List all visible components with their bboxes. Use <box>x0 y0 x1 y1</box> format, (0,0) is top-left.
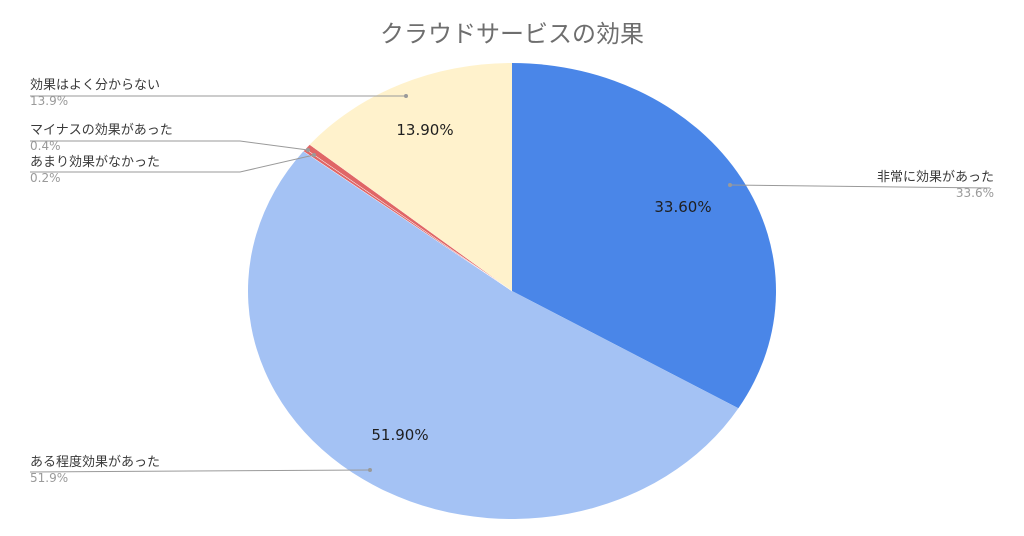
leader-dot-3 <box>312 153 316 157</box>
leader-line-3 <box>30 154 315 173</box>
chart-title: クラウドサービスの効果 <box>380 20 644 48</box>
pie-slice-1 <box>512 63 777 409</box>
callout-label-1: 非常に効果があった <box>877 170 994 185</box>
leader-line-1 <box>729 184 991 189</box>
callout-value-2: 51.9% <box>30 471 68 485</box>
callout-label-3: あまり効果がなかった <box>30 155 160 170</box>
callout-value-3: 0.2% <box>30 171 61 185</box>
leader-dot-1 <box>728 183 732 187</box>
leader-dot-4 <box>306 148 310 152</box>
slice-value-label-5: 13.90% <box>396 121 453 139</box>
callout-label-5: 効果はよく分からない <box>30 78 160 93</box>
callout-label-4: マイナスの効果があった <box>30 123 173 138</box>
slice-value-label-2: 51.90% <box>371 426 428 444</box>
slices-layer <box>247 63 777 520</box>
pie-slice-5 <box>309 63 512 291</box>
inner-labels-layer: 33.60% 51.90% 13.90% <box>371 121 711 444</box>
leader-line-2 <box>29 469 371 473</box>
leader-dot-2 <box>368 468 372 472</box>
callout-value-4: 0.4% <box>30 139 61 153</box>
leader-dot-5 <box>404 94 408 98</box>
leader-line-4 <box>30 140 309 151</box>
callouts-layer: 非常に効果があった33.6%ある程度効果があった51.9%あまり効果がなかった0… <box>29 78 994 485</box>
pie-slice-4 <box>305 144 513 292</box>
slice-value-label-1: 33.60% <box>654 198 711 216</box>
callout-value-5: 13.9% <box>30 94 68 108</box>
callout-label-2: ある程度効果があった <box>30 454 160 470</box>
pie-slice-2 <box>247 151 739 520</box>
callout-value-1: 33.6% <box>956 186 994 200</box>
